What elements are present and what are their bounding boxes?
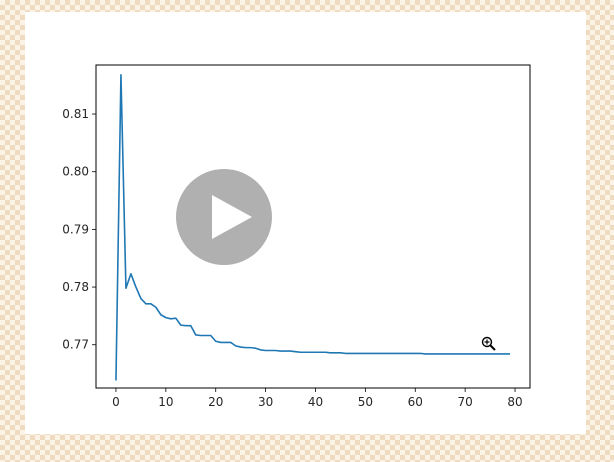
y-tick-label: 0.80 (62, 165, 89, 179)
line-chart: 0 10 20 30 40 50 60 70 80 0.77 0.78 0.79 0.80 0.81 (62, 64, 531, 409)
x-axis: 0 10 20 30 40 50 60 70 80 (112, 388, 523, 409)
x-tick-label: 60 (408, 395, 423, 409)
play-button[interactable] (176, 169, 272, 265)
y-tick-label: 0.77 (62, 338, 89, 352)
x-tick-label: 50 (358, 395, 373, 409)
x-tick-label: 0 (112, 395, 120, 409)
y-axis: 0.77 0.78 0.79 0.80 0.81 (62, 107, 96, 352)
y-tick-label: 0.81 (62, 107, 89, 121)
series-line (115, 74, 511, 381)
y-tick-label: 0.79 (62, 222, 89, 236)
x-tick-label: 80 (507, 395, 522, 409)
y-tick-label: 0.78 (62, 280, 89, 294)
zoom-in-cursor-icon (481, 336, 496, 351)
x-tick-label: 20 (208, 395, 223, 409)
x-tick-label: 10 (158, 395, 173, 409)
x-tick-label: 70 (458, 395, 473, 409)
play-icon (212, 195, 252, 239)
x-tick-label: 30 (258, 395, 273, 409)
plot-frame (95, 64, 531, 389)
video-frame[interactable]: 0 10 20 30 40 50 60 70 80 0.77 0.78 0.79 0.80 0.81 (25, 12, 586, 434)
x-tick-label: 40 (308, 395, 323, 409)
